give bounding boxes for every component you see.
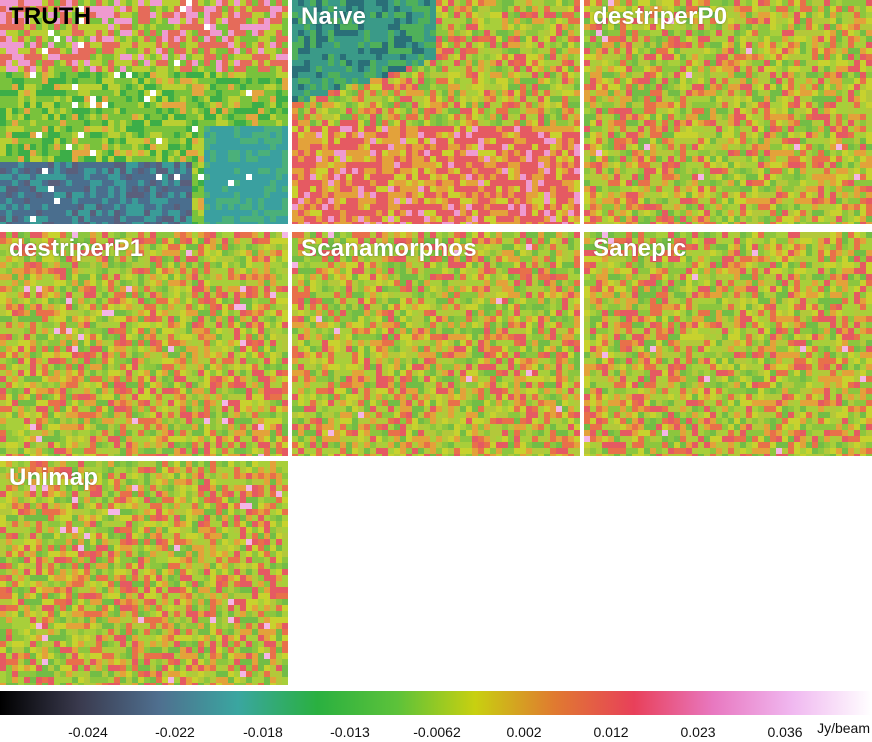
colorbar-tick-label: 0.036 <box>767 724 803 740</box>
colorbar-tick-label: -0.018 <box>243 724 283 740</box>
colorbar-tick-label: -0.022 <box>155 724 195 740</box>
destriperp0-map-image <box>584 0 872 224</box>
destriperp1-map-image <box>0 232 288 456</box>
naive-map-image <box>292 0 580 224</box>
panel-label-unimap: Unimap <box>9 464 99 491</box>
panel-label-scanamorphos: Scanamorphos <box>301 235 477 262</box>
sanepic-map-image <box>584 232 872 456</box>
panel-destriperp0: destriperP0 <box>584 0 872 224</box>
colorbar-tick-label: 0.002 <box>506 724 542 740</box>
colorbar <box>0 691 872 715</box>
panel-sanepic: Sanepic <box>584 232 872 456</box>
colorbar-tick-label: -0.024 <box>68 724 108 740</box>
panel-label-destriperp0: destriperP0 <box>593 3 728 30</box>
truth-map-image <box>0 0 288 224</box>
colorbar-tick-label: 0.012 <box>593 724 629 740</box>
panel-unimap: Unimap <box>0 461 288 685</box>
panel-naive: Naive <box>292 0 580 224</box>
colorbar-unit-label: Jy/beam <box>817 720 870 736</box>
colorbar-tick-label: -0.013 <box>330 724 370 740</box>
panel-truth: TRUTH <box>0 0 288 224</box>
panel-label-sanepic: Sanepic <box>593 235 687 262</box>
colorbar-ramp <box>0 691 872 715</box>
scanamorphos-map-image <box>292 232 580 456</box>
colorbar-tick-label: 0.023 <box>680 724 716 740</box>
panel-label-truth: TRUTH <box>9 3 92 30</box>
unimap-map-image <box>0 461 288 685</box>
panel-scanamorphos: Scanamorphos <box>292 232 580 456</box>
panel-destriperp1: destriperP1 <box>0 232 288 456</box>
panel-label-destriperp1: destriperP1 <box>9 235 144 262</box>
panel-label-naive: Naive <box>301 3 367 30</box>
colorbar-tick-label: -0.0062 <box>413 724 461 740</box>
